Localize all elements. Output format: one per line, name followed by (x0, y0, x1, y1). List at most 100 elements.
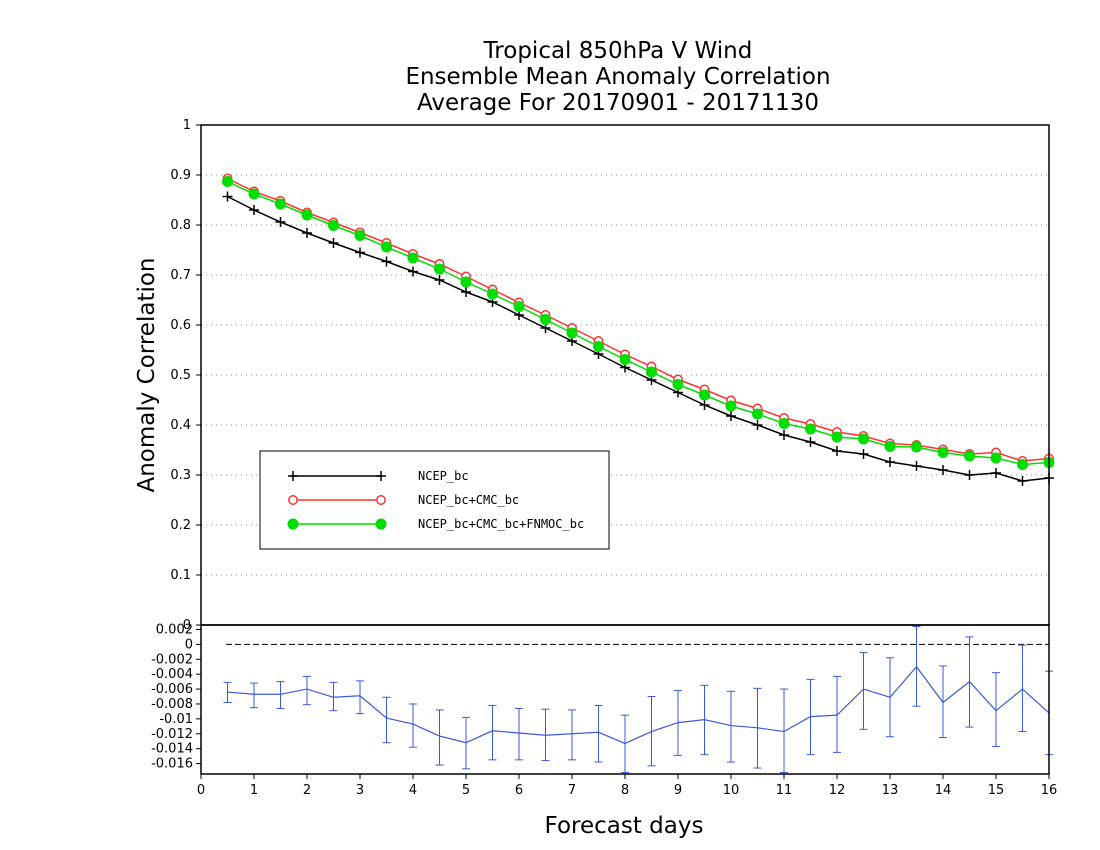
legend-entry: NCEP_bc+CMC_bc (288, 493, 519, 507)
y-tick-label: -0.006 (151, 682, 193, 697)
data-point (222, 176, 233, 187)
bottom-panel-frame (200, 624, 1050, 775)
data-point (275, 198, 286, 210)
data-point (328, 220, 339, 231)
series-line (227, 177, 1050, 462)
data-point (725, 400, 737, 412)
error-bar (780, 688, 788, 774)
data-point (328, 238, 339, 248)
top-panel-series (222, 173, 1055, 486)
error-bar (303, 675, 311, 706)
series-0 (222, 191, 1054, 486)
y-tick-label: 0.3 (170, 468, 191, 483)
x-tick-label: 7 (568, 783, 576, 798)
y-tick-label: -0.008 (151, 697, 193, 712)
legend-marker (376, 471, 386, 481)
legend-label: NCEP_bc+CMC_bc+FNMOC_bc (418, 517, 584, 531)
error-bar (382, 696, 391, 744)
data-point (222, 191, 233, 202)
series-line (227, 180, 1050, 466)
x-tick-label: 12 (829, 783, 846, 798)
series-line (227, 195, 1050, 482)
x-tick-label: 1 (250, 783, 258, 798)
legend-marker (376, 495, 386, 505)
x-tick-label: 11 (776, 783, 793, 798)
data-point (407, 252, 419, 264)
chart-title-line-2: Ensemble Mean Anomaly Correlation (405, 64, 830, 90)
x-tick-label: 6 (515, 783, 523, 798)
legend-label: NCEP_bc+CMC_bc (418, 493, 519, 507)
y-tick-label: -0.014 (151, 742, 193, 757)
x-tick-label: 0 (197, 783, 205, 798)
data-point (885, 457, 895, 467)
chart-title-line-1: Tropical 850hPa V Wind (483, 38, 753, 64)
data-point (805, 423, 816, 435)
chart-title: Tropical 850hPa V Wind Ensemble Mean Ano… (405, 38, 830, 116)
data-point (646, 366, 657, 378)
data-point (831, 431, 843, 443)
y-tick-label: -0.002 (151, 652, 193, 667)
error-bar (992, 672, 1000, 747)
x-tick-label: 5 (462, 783, 470, 798)
x-tick-label: 15 (988, 783, 1005, 798)
error-bar (250, 682, 258, 709)
x-tick-label: 2 (303, 783, 311, 798)
series-1 (222, 173, 1054, 466)
y-tick-label: 1 (183, 118, 191, 133)
data-point (699, 389, 710, 401)
data-point (991, 468, 1001, 478)
y-tick-label: 0.4 (170, 418, 191, 433)
data-point (1017, 459, 1028, 470)
data-point (275, 217, 286, 227)
x-tick-label: 8 (621, 783, 629, 798)
data-point (964, 450, 975, 462)
data-point (858, 433, 869, 445)
y-tick-label: 0.9 (170, 168, 191, 183)
x-tick-label: 3 (356, 783, 364, 798)
data-point (672, 379, 684, 390)
data-point (460, 276, 472, 288)
data-point (461, 287, 471, 297)
error-bar (488, 704, 497, 761)
x-tick-label: 14 (935, 783, 952, 798)
data-point (911, 461, 922, 471)
data-point (752, 408, 763, 420)
error-bar (435, 709, 444, 766)
x-axis-label: Forecast days (545, 813, 704, 839)
data-point (1017, 476, 1028, 486)
y-tick-label: 0 (183, 618, 191, 633)
y-tick-label: 0.002 (156, 622, 193, 637)
data-point (911, 441, 922, 453)
data-point (249, 205, 259, 215)
error-bar (594, 704, 603, 763)
data-point (566, 327, 578, 339)
data-point (990, 452, 1002, 464)
error-bar (356, 680, 364, 715)
legend-entry: NCEP_bc (288, 469, 469, 483)
difference-line (227, 665, 1050, 745)
data-point (619, 354, 631, 365)
bottom-panel-y-ticks: 0.0020-0.002-0.004-0.006-0.008-0.01-0.01… (151, 622, 1049, 772)
data-point (779, 430, 789, 440)
legend: NCEP_bc NCEP_bc+CMC_bc NCEP_bc+CMC_bc+FNMO… (259, 450, 610, 550)
data-point (726, 411, 736, 421)
data-point (434, 263, 445, 275)
data-point (248, 188, 260, 200)
y-tick-label: 0.2 (170, 518, 191, 533)
x-axis-ticks: 0 1 2 3 4 5 6 7 8 9 10 11 12 13 14 15 16 (197, 774, 1057, 798)
data-point (434, 275, 445, 285)
error-bar (859, 652, 868, 730)
error-bar (515, 707, 523, 761)
error-bar (727, 690, 735, 763)
data-point (301, 209, 313, 221)
data-point (832, 446, 842, 456)
x-tick-label: 4 (409, 783, 417, 798)
legend-marker (375, 518, 387, 530)
legend-label: NCEP_bc (418, 469, 469, 483)
data-point (355, 247, 365, 258)
difference-series (223, 625, 1053, 774)
data-point (408, 266, 418, 277)
data-point (937, 447, 949, 458)
series-2 (222, 176, 1055, 470)
y-tick-label: 0.7 (170, 268, 191, 283)
